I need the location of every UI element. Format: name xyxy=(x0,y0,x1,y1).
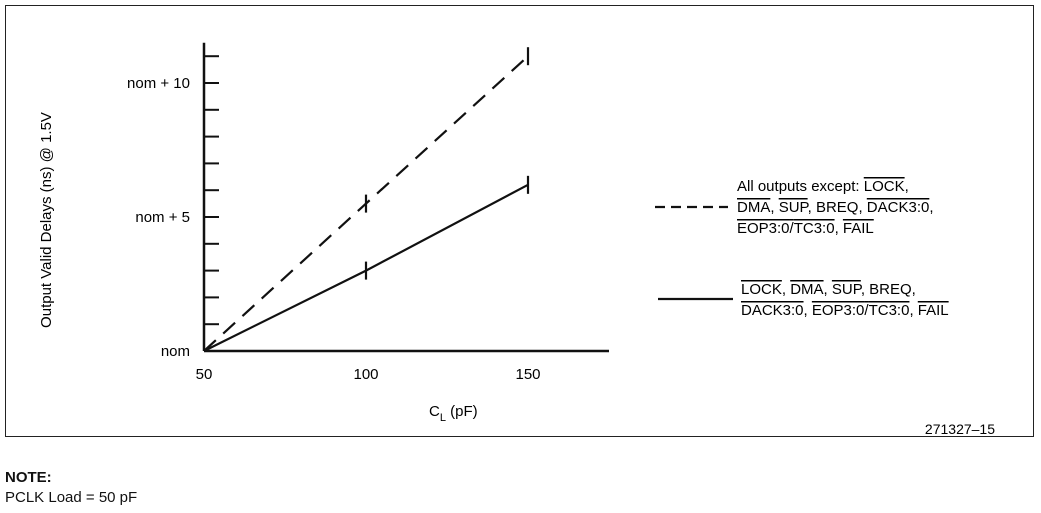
series-lines xyxy=(203,47,530,352)
legend-text-line: All outputs except: LOCK, xyxy=(737,178,909,195)
legend-text-line: DMA, SUP, BREQ, DACK3:0, xyxy=(737,199,934,216)
legend-text-segment: , BREQ, xyxy=(861,281,916,298)
legend-text-segment: , BREQ, xyxy=(808,199,867,216)
legend: All outputs except: LOCK,DMA, SUP, BREQ,… xyxy=(655,178,949,319)
legend-overbar-signal: FAIL xyxy=(918,302,949,319)
legend-overbar-signal: DMA xyxy=(737,199,770,216)
delay-chart: nom nom + 5 nom + 10 50 100 150 All outputs e… xyxy=(38,42,995,437)
x-axis-label-unit: (pF) xyxy=(446,403,478,420)
x-tick-label: 50 xyxy=(196,366,213,383)
legend-text-segment: , xyxy=(929,199,933,216)
x-axis-label: CL (pF) xyxy=(429,403,478,424)
legend-overbar-signal: LOCK xyxy=(741,281,782,298)
legend-text-line: LOCK, DMA, SUP, BREQ, xyxy=(741,281,916,298)
legend-overbar-signal: LOCK xyxy=(864,178,905,195)
legend-overbar-signal: / xyxy=(864,302,869,319)
legend-text-segment: , xyxy=(824,281,832,298)
y-tick-label: nom xyxy=(161,343,190,360)
x-axis-label-sub: L xyxy=(440,412,446,424)
x-tick-label: 150 xyxy=(515,366,540,383)
note: NOTE: PCLK Load = 50 pF xyxy=(5,468,137,508)
figure-frame xyxy=(5,5,1034,437)
legend-overbar-signal: EOP3:0 xyxy=(737,220,790,237)
legend-text-segment: , xyxy=(804,302,812,319)
legend-overbar-signal: DMA xyxy=(790,281,823,298)
legend-text-segment: , xyxy=(782,281,790,298)
legend-overbar-signal: EOP3:0 xyxy=(812,302,865,319)
legend-overbar-signal: TC3:0 xyxy=(869,302,910,319)
legend-overbar-signal: DACK3:0 xyxy=(867,199,930,216)
legend-text-line: EOP3:0/TC3:0, FAIL xyxy=(737,220,874,237)
y-tick-label: nom + 10 xyxy=(127,75,190,92)
figure-id: 271327–15 xyxy=(925,421,995,437)
axes: nom nom + 5 nom + 10 50 100 150 xyxy=(127,42,609,383)
note-text: PCLK Load = 50 pF xyxy=(5,489,138,506)
x-tick-label: 100 xyxy=(353,366,378,383)
legend-text-line: DACK3:0, EOP3:0/TC3:0, FAIL xyxy=(741,302,949,319)
x-axis-label-main: C xyxy=(429,403,440,420)
legend-overbar-signal: SUP xyxy=(832,281,863,298)
legend-text-segment: , xyxy=(905,178,909,195)
legend-overbar-signal: FAIL xyxy=(843,220,874,237)
y-tick-label: nom + 5 xyxy=(135,209,190,226)
legend-overbar-signal: TC3:0 xyxy=(794,220,835,237)
legend-text-segment: All outputs except: xyxy=(737,178,864,195)
y-axis-label: Output Valid Delays (ns) @ 1.5V xyxy=(38,112,55,328)
legend-text-segment: , xyxy=(770,199,778,216)
note-title: NOTE: xyxy=(5,469,52,486)
legend-overbar-signal: SUP xyxy=(779,199,810,216)
legend-text-segment: , xyxy=(909,302,917,319)
legend-text-segment: , xyxy=(835,220,843,237)
legend-overbar-signal: DACK3:0 xyxy=(741,302,804,319)
legend-overbar-signal: / xyxy=(790,220,795,237)
